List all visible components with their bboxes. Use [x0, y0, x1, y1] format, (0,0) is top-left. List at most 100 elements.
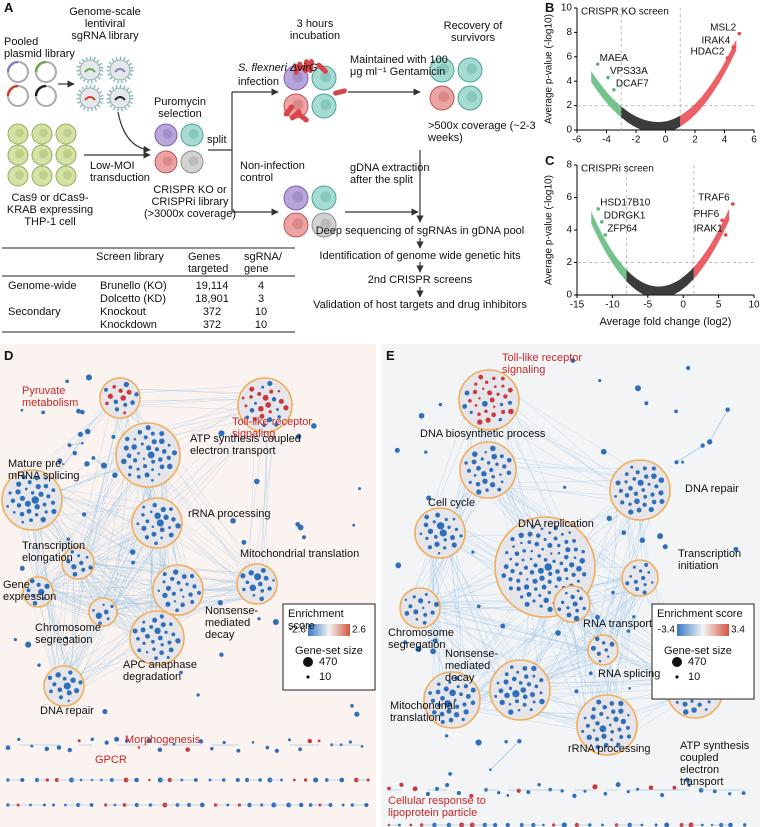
node — [38, 588, 45, 596]
cell — [283, 185, 309, 211]
node — [157, 747, 163, 752]
nucleus — [39, 170, 48, 180]
node — [620, 500, 625, 505]
node — [633, 491, 639, 496]
node — [123, 411, 127, 415]
node — [121, 458, 127, 465]
node — [445, 782, 450, 788]
node — [126, 453, 132, 459]
node — [196, 693, 200, 697]
node — [606, 716, 609, 720]
node — [34, 504, 40, 510]
node — [539, 691, 543, 695]
node — [46, 494, 51, 499]
edge — [19, 404, 114, 481]
node — [529, 557, 533, 561]
cluster-label: Chromosome segregation — [35, 622, 102, 646]
node — [499, 454, 504, 459]
node — [544, 563, 552, 571]
node — [463, 684, 469, 689]
point-label: TRAF6 — [698, 193, 730, 204]
node — [262, 423, 266, 428]
node — [475, 739, 482, 746]
node — [572, 793, 577, 799]
node — [505, 551, 509, 555]
size-label: 10 — [688, 671, 700, 683]
node — [49, 689, 53, 694]
edge — [78, 397, 136, 555]
table-rule — [2, 247, 295, 333]
point — [596, 207, 601, 211]
node — [704, 708, 708, 711]
edge — [31, 579, 173, 585]
node — [136, 475, 141, 479]
edge — [258, 421, 270, 588]
node — [245, 580, 250, 585]
node — [102, 708, 108, 715]
node — [257, 617, 261, 621]
table-cell: Knockdown — [100, 319, 157, 331]
node — [439, 711, 445, 717]
node — [615, 782, 621, 788]
point-label: VPS33A — [610, 66, 648, 77]
node — [519, 595, 524, 599]
edge — [38, 525, 151, 591]
node — [89, 803, 94, 807]
node — [454, 527, 459, 532]
edge — [30, 459, 138, 587]
bacterium — [307, 59, 314, 73]
node — [34, 476, 39, 481]
edge — [433, 611, 601, 651]
node — [629, 575, 632, 578]
node — [539, 604, 543, 608]
cell — [311, 185, 337, 211]
node — [583, 716, 587, 720]
node — [90, 737, 94, 742]
step-text: Non-infection control — [240, 160, 305, 184]
node — [659, 499, 665, 505]
size-label: 470 — [688, 656, 706, 668]
point — [612, 87, 616, 92]
node — [468, 398, 472, 403]
node — [171, 450, 178, 456]
edge — [676, 445, 703, 463]
node — [499, 699, 505, 706]
node — [728, 792, 732, 796]
node — [485, 488, 489, 492]
node — [166, 656, 170, 660]
node — [642, 466, 647, 471]
plasmid-insert — [34, 84, 47, 97]
node — [448, 772, 452, 776]
node — [91, 456, 96, 460]
edge — [27, 593, 178, 599]
node — [236, 748, 241, 753]
node — [79, 560, 84, 566]
node — [173, 600, 177, 603]
node — [17, 737, 21, 741]
node — [34, 513, 39, 517]
colorbar — [677, 624, 729, 636]
cluster-label: Transcription elongation — [22, 540, 86, 564]
colorbar-label: -3.4 — [658, 625, 676, 636]
node — [530, 549, 534, 553]
node — [159, 464, 165, 470]
node — [606, 655, 610, 658]
node — [70, 677, 76, 683]
nucleus — [63, 170, 72, 180]
node — [576, 579, 580, 583]
edge — [528, 587, 644, 682]
node — [142, 641, 146, 646]
edge — [425, 544, 497, 692]
node — [249, 395, 253, 399]
node — [501, 573, 507, 579]
nucleus — [466, 91, 478, 103]
node — [571, 572, 576, 578]
node — [743, 823, 747, 827]
edge — [457, 615, 572, 680]
node — [539, 678, 544, 683]
node — [136, 467, 140, 471]
chart-title: CRISPRi screen — [581, 164, 654, 175]
node — [154, 656, 158, 660]
axis — [576, 165, 754, 296]
node — [497, 790, 501, 795]
